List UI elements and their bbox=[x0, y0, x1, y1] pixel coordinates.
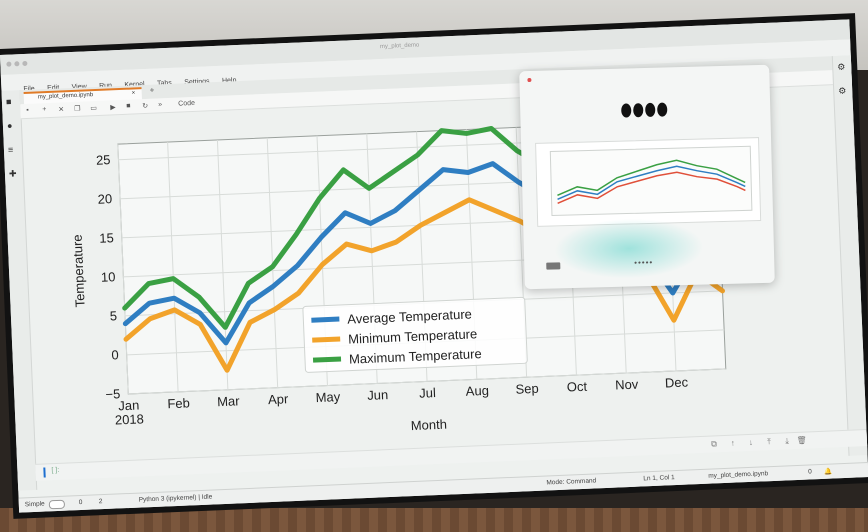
debugger-icon[interactable]: ⚙ bbox=[838, 85, 847, 96]
y-tick-label: 25 bbox=[96, 152, 111, 168]
x-tick-label: Jul bbox=[419, 385, 436, 401]
keyboard-icon[interactable] bbox=[546, 262, 561, 270]
legend-box bbox=[302, 296, 528, 373]
y-tick-label: −5 bbox=[105, 386, 120, 402]
move-down-icon[interactable]: ↓ bbox=[748, 437, 754, 447]
x-tick-label: Dec bbox=[665, 374, 689, 390]
toc-icon[interactable]: ≡ bbox=[7, 144, 14, 155]
cell-prompt: [ ]: bbox=[51, 466, 60, 475]
insert-below-icon[interactable]: ⤓ bbox=[785, 436, 790, 446]
bell-icon[interactable]: 🔔 bbox=[824, 468, 833, 476]
run-icon[interactable]: ▶ bbox=[110, 104, 116, 112]
y-tick-label: 5 bbox=[109, 308, 117, 323]
tab-close-icon[interactable]: × bbox=[131, 90, 136, 97]
legend-swatch bbox=[311, 316, 340, 323]
delete-cell-icon[interactable]: 🗑 bbox=[796, 435, 808, 445]
y-axis-label: Temperature bbox=[70, 234, 88, 308]
notification-count: 0 bbox=[808, 468, 812, 476]
file-name: my_plot_demo.ipynb bbox=[708, 470, 769, 480]
x-tick-label: Oct bbox=[566, 379, 587, 395]
x-tick-label: Jan bbox=[118, 397, 140, 413]
simple-mode-toggle[interactable] bbox=[48, 499, 66, 510]
y-tick-label: 20 bbox=[97, 191, 112, 207]
terminal-count: 0 bbox=[78, 498, 83, 507]
restart-icon[interactable]: ↻ bbox=[142, 102, 149, 111]
simple-mode-label: Simple bbox=[24, 500, 45, 509]
popup-close-icon[interactable] bbox=[527, 77, 532, 83]
legend-label: Maximum Temperature bbox=[349, 346, 482, 367]
cell-type-select[interactable]: Code bbox=[178, 99, 196, 108]
kernel-count: 2 bbox=[98, 498, 103, 506]
room-shelf bbox=[0, 508, 868, 532]
window-minimize-icon[interactable] bbox=[14, 61, 20, 67]
new-tab-icon[interactable]: + bbox=[149, 85, 155, 95]
folder-icon[interactable]: ■ bbox=[5, 96, 12, 107]
legend-swatch bbox=[312, 336, 341, 343]
x-tick-label: Sep bbox=[515, 381, 539, 397]
legend-label: Minimum Temperature bbox=[348, 326, 478, 346]
y-tick-label: 10 bbox=[101, 269, 116, 285]
chart-thumbnail bbox=[535, 137, 762, 227]
grid-line-x bbox=[167, 142, 179, 392]
kernel-status[interactable]: Python 3 (ipykernel) | Idle bbox=[138, 493, 213, 504]
x-tick-label: Apr bbox=[268, 391, 290, 407]
right-sidebar: ⚙ ⚙ bbox=[831, 55, 868, 456]
y-tick-label: 0 bbox=[111, 347, 119, 362]
screenshot-popup: ••••• bbox=[519, 64, 775, 290]
move-up-icon[interactable]: ↑ bbox=[730, 438, 736, 448]
cursor-position[interactable]: Ln 1, Col 1 bbox=[643, 474, 675, 483]
extension-icon[interactable]: ✚ bbox=[8, 168, 17, 179]
cut-icon[interactable]: ✕ bbox=[58, 106, 65, 114]
x-tick-label: Aug bbox=[465, 383, 489, 399]
x-tick-label: Jun bbox=[367, 387, 389, 403]
legend-swatch bbox=[312, 356, 342, 363]
running-icon[interactable]: ● bbox=[6, 120, 13, 131]
insert-above-icon[interactable]: ⤒ bbox=[767, 437, 772, 447]
tab-label: my_plot_demo.ipynb bbox=[37, 92, 94, 101]
x-tick-label: 2018 bbox=[115, 411, 145, 427]
stop-icon[interactable]: ■ bbox=[126, 102, 131, 110]
paste-icon[interactable]: ▭ bbox=[90, 104, 98, 113]
save-icon[interactable]: ▪ bbox=[26, 106, 29, 114]
grid-line-x bbox=[216, 139, 229, 390]
y-tick-label: 15 bbox=[99, 230, 114, 246]
duplicate-cell-icon[interactable]: ⧉ bbox=[711, 439, 718, 449]
x-axis-label: Month bbox=[410, 417, 447, 434]
window-maximize-icon[interactable] bbox=[22, 60, 28, 67]
window-close-icon[interactable] bbox=[6, 61, 12, 67]
add-cell-icon[interactable]: + bbox=[42, 106, 47, 114]
app-logo-icon bbox=[621, 102, 668, 118]
popup-progress-dots: ••••• bbox=[634, 257, 654, 268]
run-all-icon[interactable]: » bbox=[158, 101, 163, 109]
x-tick-label: Feb bbox=[167, 395, 190, 411]
x-tick-label: Nov bbox=[615, 377, 639, 393]
copy-icon[interactable]: ❐ bbox=[74, 105, 81, 113]
window-title: my_plot_demo bbox=[379, 42, 420, 51]
property-inspector-icon[interactable]: ⚙ bbox=[837, 61, 846, 72]
cell-cursor bbox=[43, 467, 46, 478]
x-tick-label: May bbox=[315, 389, 341, 405]
grid-line-x bbox=[117, 144, 129, 394]
x-tick-label: Mar bbox=[217, 393, 241, 409]
mode-indicator: Mode: Command bbox=[546, 477, 597, 487]
legend-label: Average Temperature bbox=[347, 306, 472, 326]
y-ticks: −5 0 5 10 15 20 25 bbox=[96, 152, 121, 402]
popup-glow bbox=[553, 216, 705, 281]
